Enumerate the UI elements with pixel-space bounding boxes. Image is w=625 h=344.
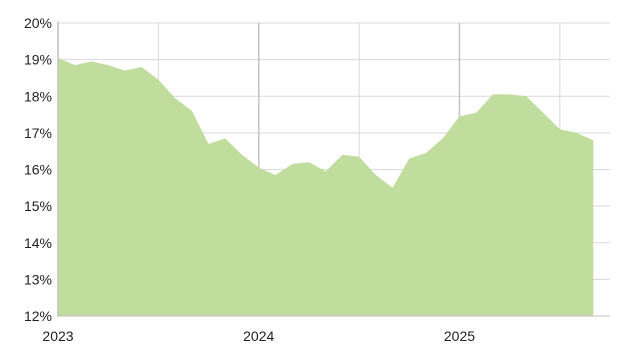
y-tick-label: 14% [24,235,52,251]
x-tick-label: 2024 [243,328,274,344]
y-tick-label: 12% [24,308,52,324]
axes [57,21,610,317]
y-tick-label: 15% [24,198,52,214]
y-tick-label: 17% [24,125,52,141]
y-tick-label: 20% [24,15,52,31]
x-tick-label: 2025 [444,328,475,344]
y-tick-label: 19% [24,52,52,68]
y-tick-label: 13% [24,271,52,287]
x-tick-label: 2023 [42,328,73,344]
y-tick-label: 18% [24,88,52,104]
y-tick-label: 16% [24,162,52,178]
y-axis-tick-labels: 20% 19% 18% 17% 16% 15% 14% 13% 12% [24,15,52,324]
area-fill [58,57,594,316]
area-series [58,57,594,316]
x-axis-tick-labels: 2023 2024 2025 [42,328,475,344]
